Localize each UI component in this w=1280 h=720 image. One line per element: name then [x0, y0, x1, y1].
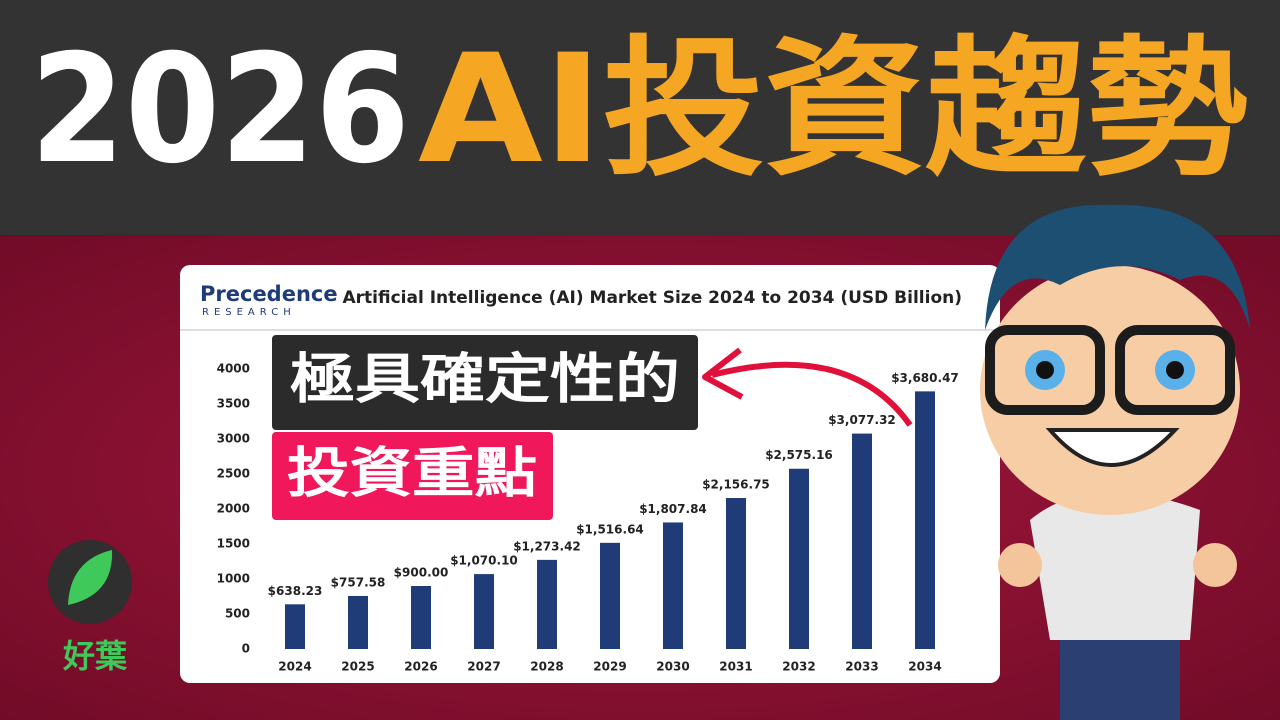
- x-tick-label: 2027: [467, 660, 500, 674]
- x-tick-label: 2030: [656, 660, 689, 674]
- callout-text: 投資重點: [287, 442, 537, 505]
- y-tick-label: 3000: [217, 432, 250, 446]
- y-tick-label: 4000: [217, 362, 250, 376]
- logo-tagline: RESEARCH: [202, 307, 296, 318]
- y-tick-label: 0: [242, 642, 250, 656]
- x-tick-label: 2025: [341, 660, 374, 674]
- x-tick-label: 2034: [908, 660, 941, 674]
- value-label: $900.00: [394, 566, 449, 580]
- bar: [663, 522, 683, 649]
- header-band: [0, 0, 1280, 235]
- y-tick-label: 2000: [217, 502, 250, 516]
- bar: [852, 433, 872, 649]
- value-label: $757.58: [331, 575, 386, 589]
- bar: [474, 574, 494, 649]
- x-tick-label: 2033: [845, 660, 878, 674]
- y-tick-label: 1000: [217, 572, 250, 586]
- bar: [600, 542, 620, 649]
- value-label: $1,807.84: [639, 502, 707, 516]
- header-topic: AI投資趨勢: [418, 23, 1248, 197]
- value-label: $638.23: [268, 584, 323, 598]
- callout-text: 極具確定性的: [290, 348, 680, 411]
- y-tick-label: 1500: [217, 537, 250, 551]
- value-label: $1,516.64: [576, 522, 644, 536]
- x-tick-label: 2029: [593, 660, 626, 674]
- bar: [537, 559, 557, 649]
- bar: [915, 391, 935, 649]
- bar: [285, 604, 305, 649]
- arrow: [711, 361, 913, 427]
- x-tick-label: 2024: [278, 660, 311, 674]
- value-label: $3,680.47: [891, 371, 959, 385]
- bar: [726, 498, 746, 649]
- y-tick-label: 2500: [217, 467, 250, 481]
- bar: [348, 595, 368, 649]
- value-label: $2,575.16: [765, 448, 833, 462]
- x-tick-label: 2026: [404, 660, 437, 674]
- mascot: [980, 204, 1250, 720]
- arrow-head: [702, 347, 744, 400]
- value-label: $2,156.75: [702, 478, 770, 492]
- brand-leaf: [68, 550, 113, 605]
- y-tick-label: 500: [225, 607, 250, 621]
- x-tick-label: 2028: [530, 660, 563, 674]
- plot: 0 500 1000 1500 2000 2500 3000 3500 4000 2024 $638…: [217, 362, 959, 674]
- x-tick-label: 2032: [782, 660, 815, 674]
- callout-box: [272, 432, 553, 520]
- x-tick-label: 2031: [719, 660, 752, 674]
- callout-box: [272, 335, 698, 430]
- chart-title: Artificial Intelligence (AI) Market Size…: [342, 288, 962, 308]
- y-tick-label: 3500: [217, 397, 250, 411]
- bar: [411, 586, 431, 649]
- bar: [789, 468, 809, 649]
- value-label: $3,077.32: [828, 413, 896, 427]
- brand-name: 好葉: [62, 637, 128, 675]
- header-year: 2026: [30, 23, 410, 197]
- logo-name: Precedence: [200, 282, 338, 306]
- value-label: $1,273.42: [513, 539, 581, 553]
- value-label: $1,070.10: [450, 554, 518, 568]
